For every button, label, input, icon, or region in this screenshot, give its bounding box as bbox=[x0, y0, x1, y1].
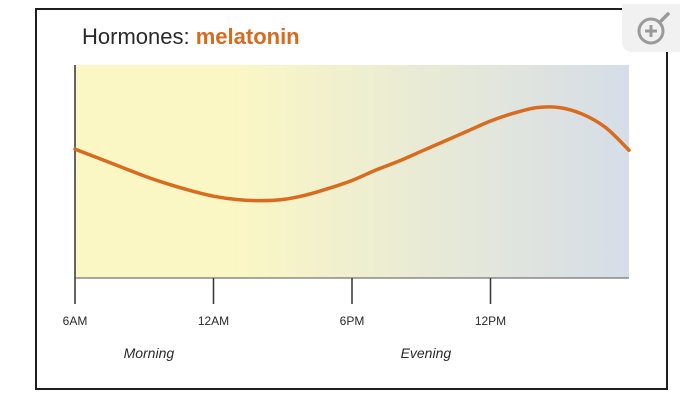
period-label: Morning bbox=[124, 345, 175, 361]
chart-title: Hormones: melatonin bbox=[82, 24, 300, 50]
zoom-button[interactable] bbox=[622, 4, 680, 52]
x-tick-label: 12AM bbox=[198, 314, 229, 328]
title-prefix: Hormones: bbox=[82, 24, 196, 49]
period-label: Evening bbox=[401, 345, 452, 361]
x-tick-label: 6PM bbox=[340, 314, 365, 328]
title-highlight: melatonin bbox=[195, 24, 300, 49]
plot-area-background bbox=[75, 65, 629, 278]
x-tick-label: 12PM bbox=[475, 314, 506, 328]
x-tick-label: 6AM bbox=[63, 314, 88, 328]
zoom-in-magnifier-icon bbox=[637, 12, 670, 45]
melatonin-curve bbox=[73, 105, 631, 203]
